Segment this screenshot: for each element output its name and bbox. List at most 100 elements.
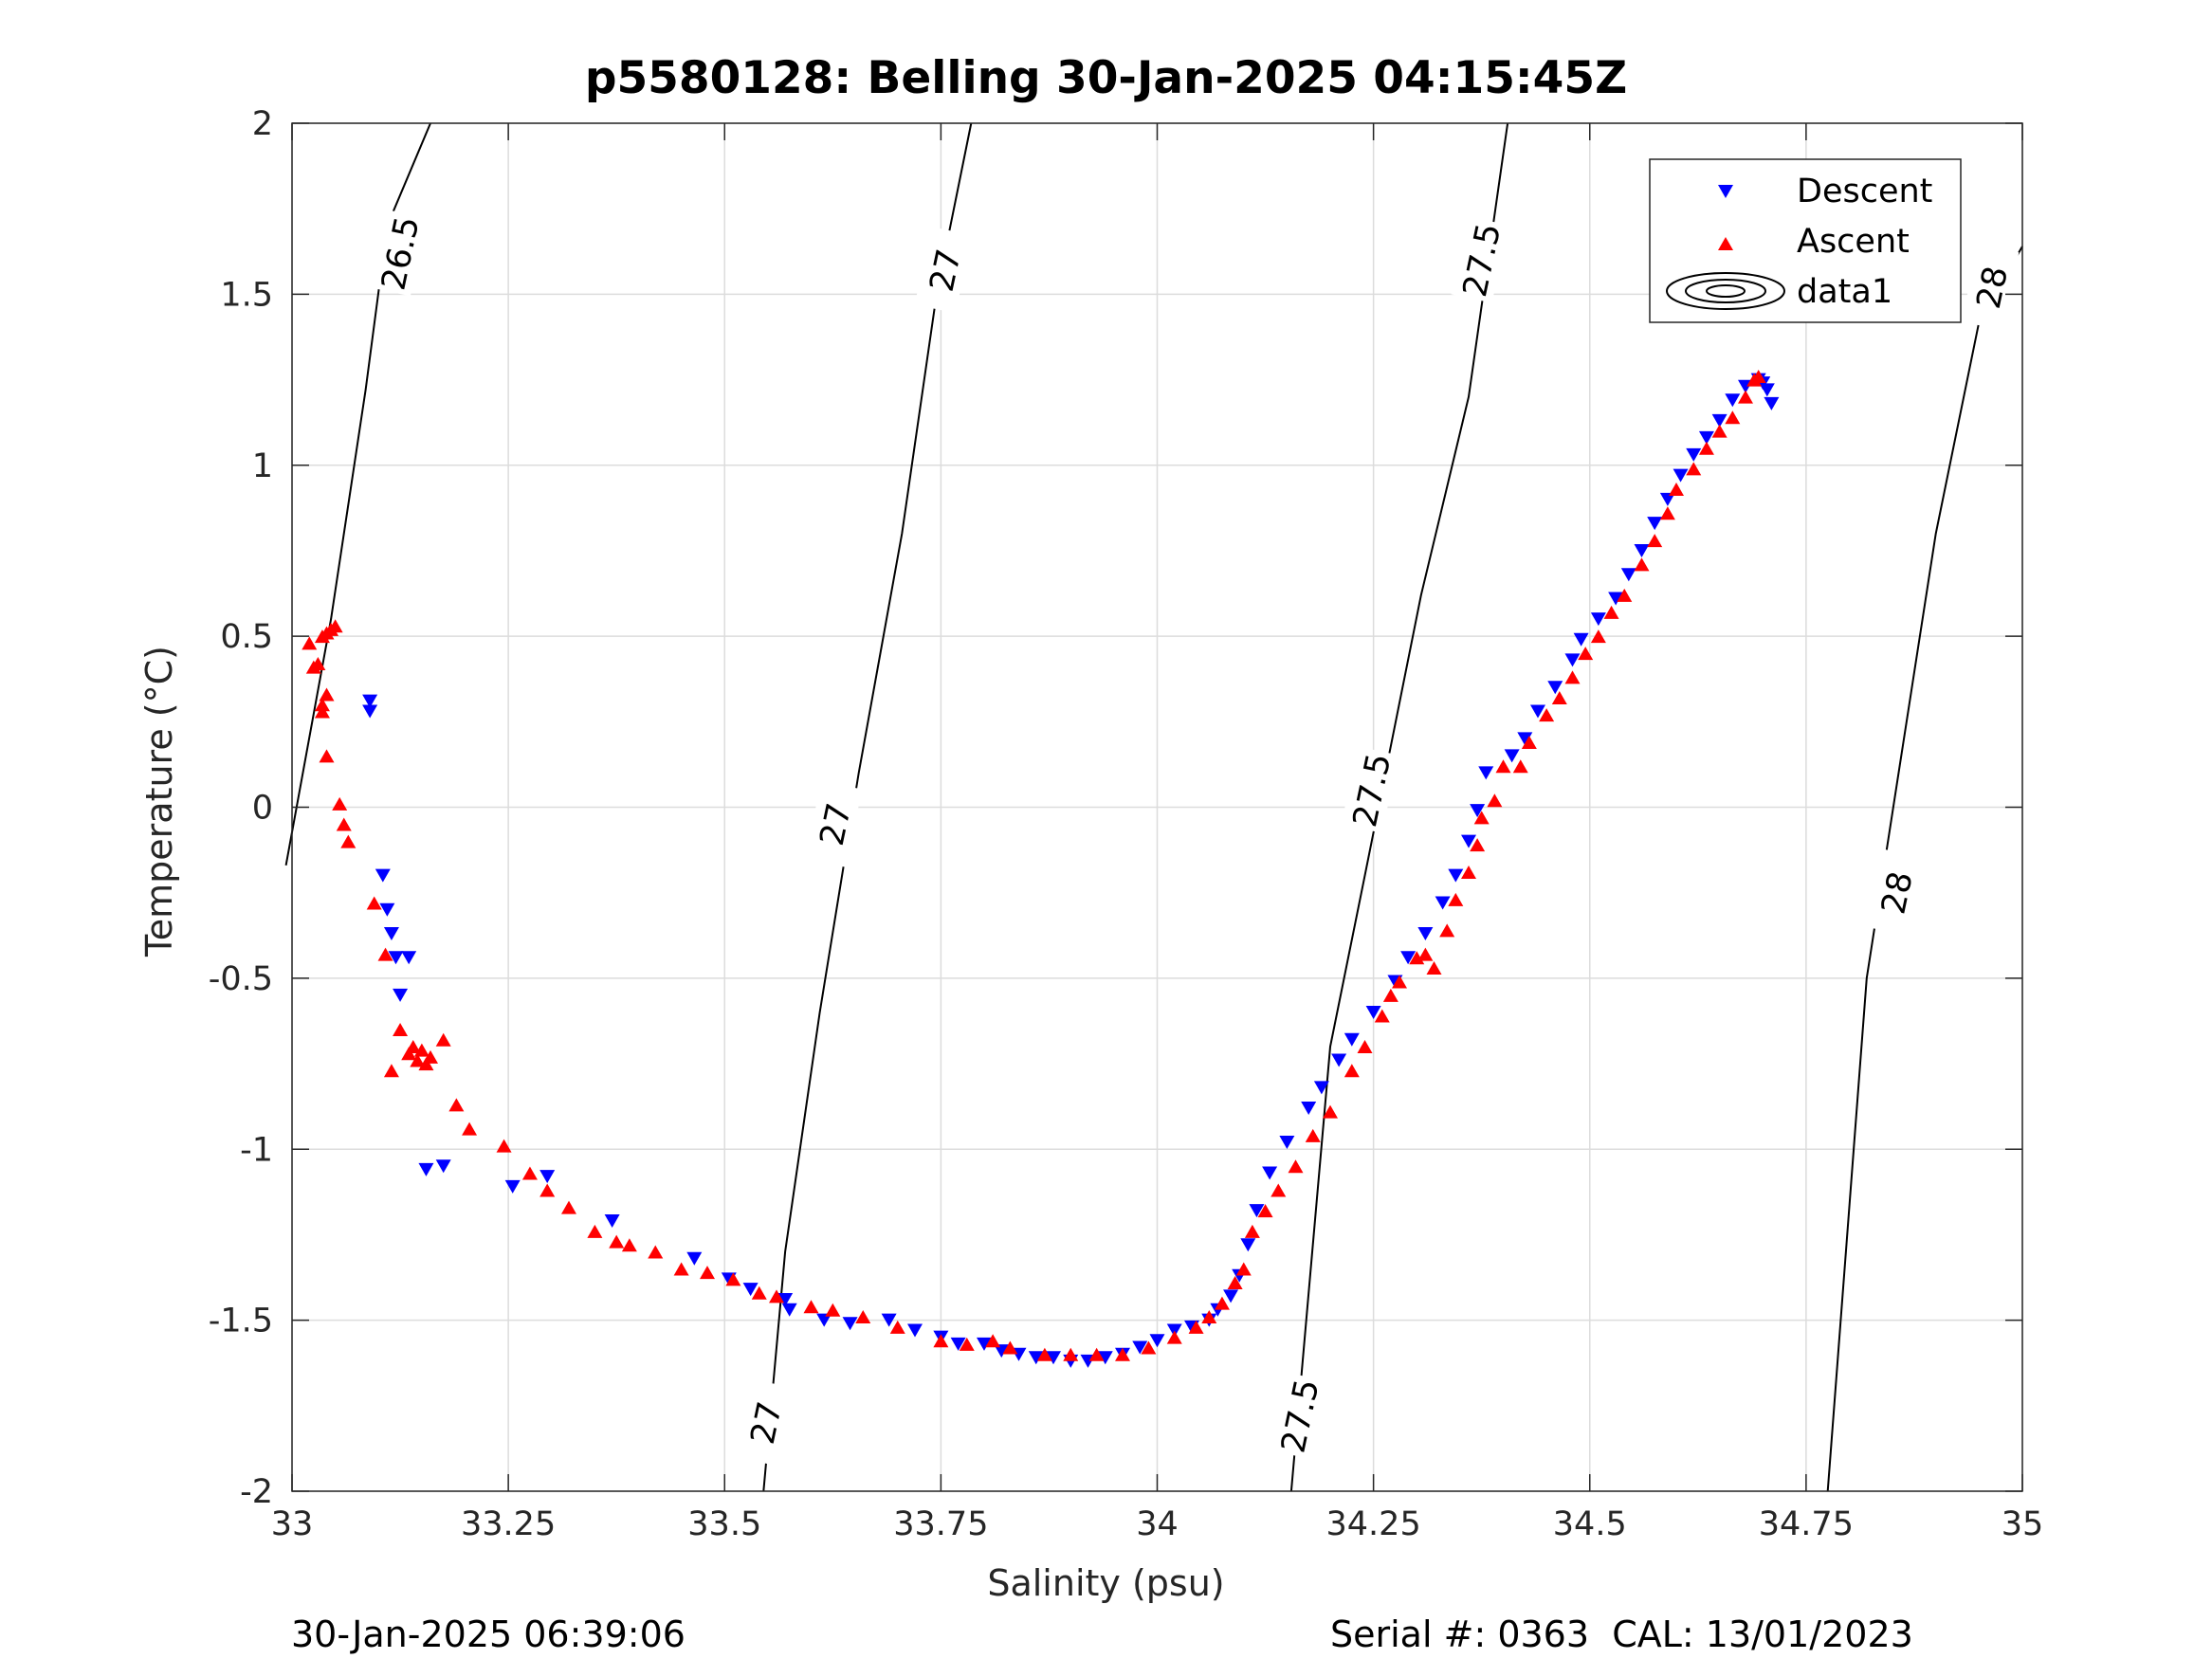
descent-point bbox=[504, 1179, 521, 1194]
contour-line-28 bbox=[1826, 246, 2023, 1492]
descent-point bbox=[1725, 393, 1741, 408]
ascent-point bbox=[418, 1057, 434, 1071]
descent-point bbox=[401, 951, 417, 965]
ascent-point bbox=[383, 1064, 399, 1078]
ascent-point bbox=[319, 749, 335, 763]
tick-layer: 33 33.25 33.5 33.75 34 34.25 34.5 34.75 35 -2 -1.5… bbox=[209, 105, 2044, 1543]
descent-point bbox=[994, 1344, 1010, 1358]
descent-point bbox=[1262, 1166, 1278, 1180]
descent-point bbox=[1517, 732, 1533, 746]
descent-point bbox=[1301, 1101, 1317, 1115]
ascent-point bbox=[985, 1334, 1001, 1348]
ascent-point bbox=[1305, 1128, 1321, 1142]
ascent-point bbox=[1392, 975, 1407, 989]
ascent-point bbox=[933, 1334, 949, 1348]
ascent-point bbox=[1063, 1347, 1079, 1361]
ascent-point bbox=[410, 1053, 426, 1067]
ascent-point bbox=[521, 1166, 538, 1180]
contour-label-bg bbox=[1961, 244, 2020, 331]
contour-label: 27 bbox=[735, 1378, 794, 1467]
ascent-point bbox=[1738, 390, 1753, 404]
contour-label-text: 27.5 bbox=[1346, 750, 1398, 830]
ascent-point bbox=[1659, 506, 1675, 520]
ascent-point bbox=[423, 1049, 438, 1064]
ascent-point bbox=[1647, 534, 1663, 548]
ascent-point bbox=[413, 1043, 430, 1057]
legend-data1-label: data1 bbox=[1797, 273, 1892, 311]
descent-point bbox=[1223, 1289, 1239, 1304]
ascent-point bbox=[1686, 462, 1702, 476]
y-tick-label: 0.5 bbox=[220, 618, 273, 656]
ascent-point bbox=[1711, 424, 1728, 438]
contour-label-text: 28 bbox=[1970, 263, 2016, 312]
descent-point bbox=[1461, 834, 1476, 848]
ascent-point bbox=[539, 1183, 556, 1197]
ascent-point bbox=[1214, 1296, 1230, 1310]
contour-label-bg bbox=[735, 1378, 794, 1467]
ascent-point bbox=[327, 619, 343, 633]
contour-label: 27.5 bbox=[1451, 216, 1508, 303]
descent-point bbox=[1400, 951, 1417, 965]
ascent-point bbox=[1495, 759, 1511, 774]
ascent-point bbox=[1088, 1347, 1105, 1361]
descent-point bbox=[842, 1317, 858, 1331]
legend-ascent-marker bbox=[1718, 237, 1733, 250]
ascent-point bbox=[1439, 923, 1455, 938]
ascent-point bbox=[959, 1337, 975, 1351]
ascent-point bbox=[1201, 1310, 1217, 1324]
chart-title: p5580128: Belling 30-Jan-2025 04:15:45Z bbox=[584, 52, 1628, 104]
ascent-point bbox=[803, 1300, 819, 1314]
descent-point bbox=[1573, 632, 1589, 647]
contour-label-text: 27.5 bbox=[1456, 220, 1508, 301]
ascent-point bbox=[825, 1303, 841, 1317]
ascent-point bbox=[1725, 410, 1741, 425]
descent-point bbox=[977, 1337, 992, 1351]
ascent-point bbox=[1578, 647, 1594, 661]
ascent-point bbox=[319, 687, 335, 702]
ascent-point bbox=[496, 1139, 512, 1153]
ascent-point bbox=[561, 1200, 576, 1214]
ascent-point bbox=[609, 1234, 625, 1249]
contour-label-text: 26.5 bbox=[375, 213, 427, 294]
legend-ascent-label: Ascent bbox=[1797, 223, 1910, 261]
descent-point bbox=[1166, 1323, 1182, 1338]
ascent-point bbox=[1750, 369, 1766, 383]
descent-point bbox=[1365, 1005, 1381, 1019]
ascent-point bbox=[751, 1285, 767, 1300]
descent-point bbox=[1590, 612, 1606, 627]
contour-label-bg bbox=[914, 227, 973, 314]
descent-point bbox=[539, 1170, 556, 1184]
x-tick-label: 33.75 bbox=[893, 1505, 988, 1543]
descent-point bbox=[1435, 896, 1451, 910]
y-tick-label: -1 bbox=[240, 1131, 273, 1169]
x-tick-label: 34 bbox=[1136, 1505, 1179, 1543]
ascent-point bbox=[1564, 670, 1581, 684]
contour-label-text: 27 bbox=[923, 246, 969, 295]
ascent-point bbox=[340, 834, 356, 848]
descent-point bbox=[1698, 430, 1714, 445]
ascent-point bbox=[1512, 759, 1528, 774]
ascent-point bbox=[1271, 1183, 1287, 1197]
descent-point bbox=[1249, 1204, 1265, 1218]
y-tick-label: -2 bbox=[240, 1473, 273, 1511]
y-tick-label: -0.5 bbox=[209, 960, 273, 998]
descent-point bbox=[1530, 704, 1545, 719]
descent-point bbox=[1659, 492, 1675, 506]
descent-point bbox=[1608, 592, 1624, 606]
x-tick-label: 34.75 bbox=[1759, 1505, 1854, 1543]
ascent-point bbox=[1357, 1040, 1373, 1054]
descent-point bbox=[1240, 1238, 1256, 1252]
ascent-point bbox=[336, 817, 352, 831]
ascent-point bbox=[1344, 1064, 1360, 1078]
contour-label: 28 bbox=[1961, 244, 2020, 331]
descent-point bbox=[1711, 413, 1728, 428]
ascent-point bbox=[1634, 557, 1650, 572]
y-tick-label: 0 bbox=[252, 790, 273, 828]
ascent-point bbox=[314, 698, 330, 712]
descent-point bbox=[379, 902, 395, 917]
descent-point bbox=[388, 951, 404, 965]
ascent-point bbox=[405, 1040, 421, 1054]
ascent-point bbox=[1409, 951, 1425, 965]
descent-point bbox=[1417, 926, 1434, 940]
